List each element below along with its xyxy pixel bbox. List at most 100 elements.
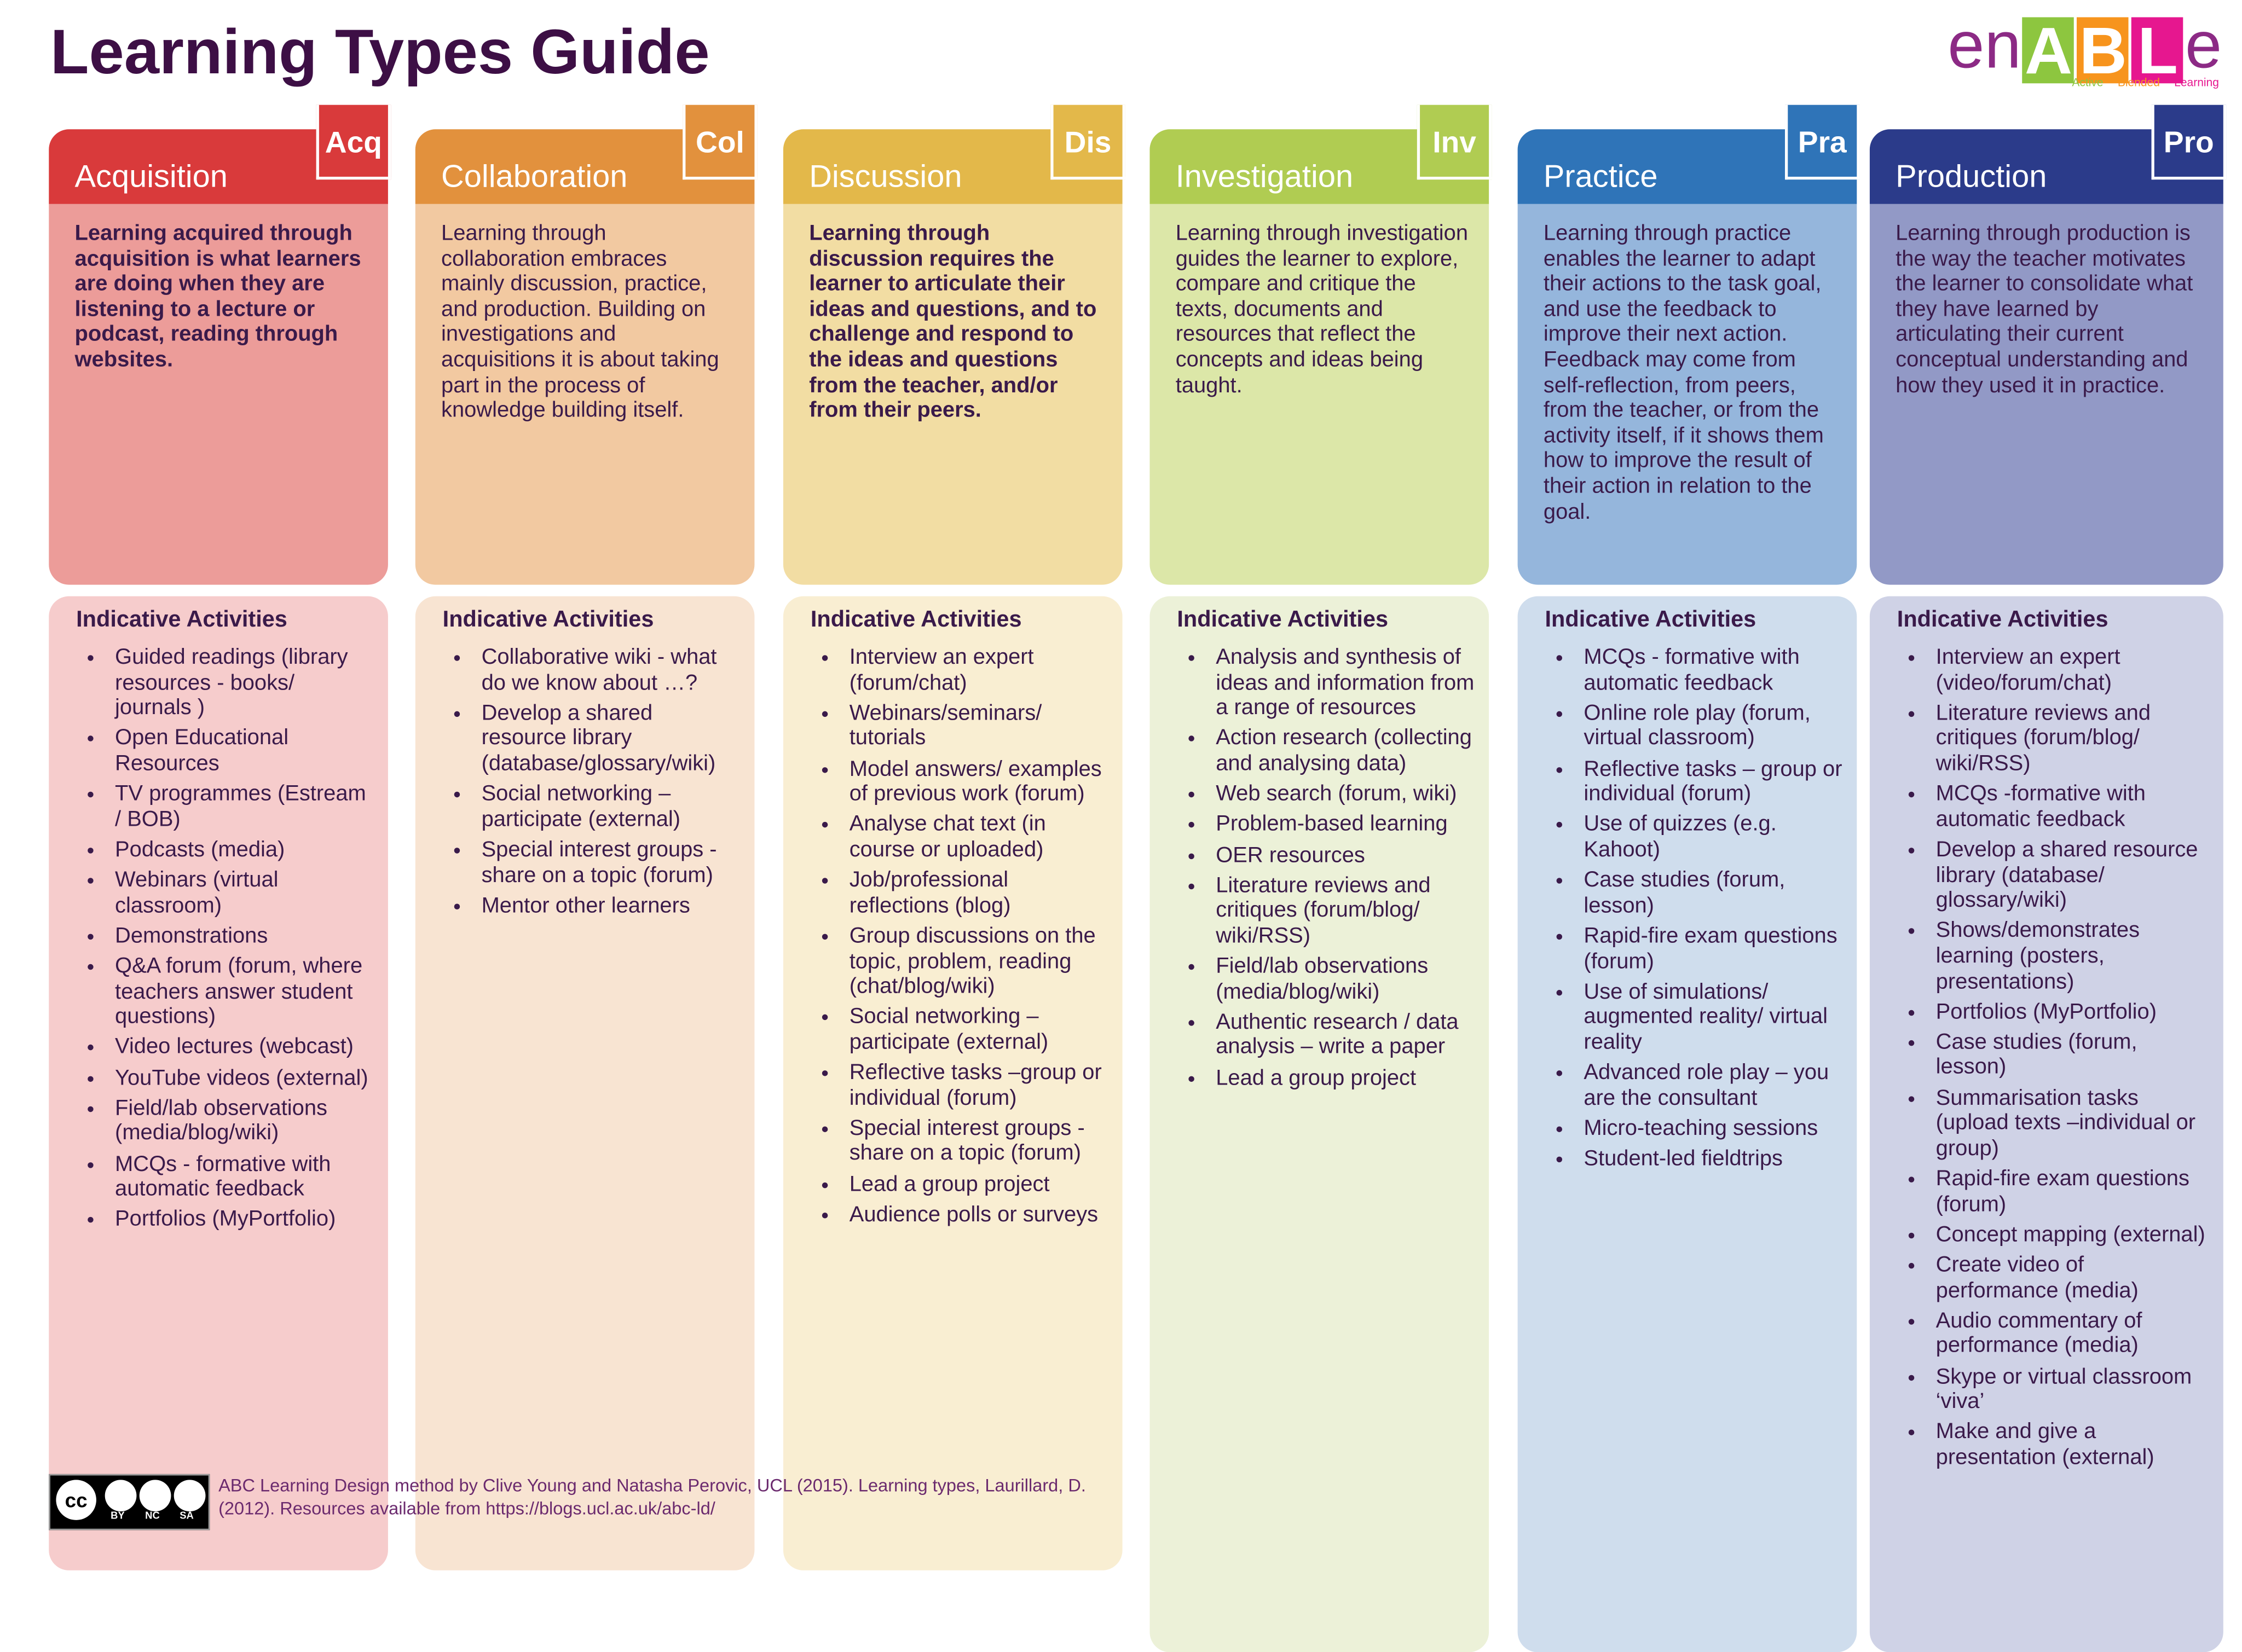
activity: YouTube videos (external) — [109, 1065, 377, 1091]
type-name: Discussion — [809, 158, 962, 194]
activity: Social networking – participate (externa… — [843, 1005, 1111, 1055]
activity: Use of quizzes (e.g. Kahoot) — [1578, 812, 1845, 862]
type-name: Collaboration — [441, 158, 628, 194]
activity: Special interest groups - share on a top… — [476, 838, 743, 888]
cc-term: BY — [111, 1511, 125, 1522]
activity: Web search (forum, wiki) — [1210, 782, 1477, 807]
activity: Social networking – participate (externa… — [476, 782, 743, 832]
activity: MCQs -formative with automatic feedback — [1930, 782, 2212, 832]
tagline-word: Blended — [2117, 76, 2160, 89]
activity: Analysis and synthesis of ideas and info… — [1210, 645, 1477, 721]
activity: Interview an expert (forum/chat) — [843, 645, 1111, 695]
activity: Rapid-fire exam questions (forum) — [1930, 1167, 2212, 1217]
activity: Job/professional reflections (blog) — [843, 868, 1111, 918]
activity: Lead a group project — [1210, 1065, 1477, 1091]
activity: Skype or virtual classroom ‘viva’ — [1930, 1364, 2212, 1415]
title: Learning Types Guide — [50, 17, 710, 88]
activity: Make and give a presentation (external) — [1930, 1420, 2212, 1470]
type-description: Learning through collaboration embraces … — [415, 204, 755, 585]
activity: Analyse chat text (in course or uploaded… — [843, 812, 1111, 862]
activity: OER resources — [1210, 843, 1477, 868]
activities: Indicative Activities Guided readings (li… — [49, 596, 388, 1570]
cc-icon — [174, 1480, 206, 1512]
activity: Portfolios (MyPortfolio) — [1930, 1000, 2212, 1025]
activity: Video lectures (webcast) — [109, 1035, 377, 1060]
activity: MCQs - formative with automatic feedback — [109, 1152, 377, 1202]
activity: Guided readings (library resources - boo… — [109, 645, 377, 721]
activity: Field/lab observations (media/blog/wiki) — [1210, 954, 1477, 1005]
activity: Audio commentary of performance (media) — [1930, 1308, 2212, 1359]
type-abbr: Inv — [1417, 105, 1492, 180]
type-name: Practice — [1543, 158, 1658, 194]
activity: Micro-teaching sessions — [1578, 1116, 1845, 1141]
activity: Webinars (virtual classroom) — [109, 868, 377, 918]
activity: Reflective tasks –group or individual (f… — [843, 1060, 1111, 1111]
activities-heading: Indicative Activities — [1177, 607, 1389, 633]
type-abbr: Pra — [1784, 105, 1860, 180]
activity: Online role play (forum, virtual classro… — [1578, 701, 1845, 751]
activity: Group discussions on the topic, problem,… — [843, 924, 1111, 1000]
activity: Interview an expert (video/forum/chat) — [1930, 645, 2212, 695]
type-name: Acquisition — [74, 158, 228, 194]
type-description: Learning through practice enables the le… — [1517, 204, 1857, 585]
logo-tagline: Active Blended Learning — [2072, 76, 2219, 89]
activity: Authentic research / data analysis – wri… — [1210, 1010, 1477, 1060]
activity: Reflective tasks – group or individual (… — [1578, 757, 1845, 807]
activities: Indicative Activities Collaborative wiki … — [415, 596, 755, 1570]
activity: Concept mapping (external) — [1930, 1222, 2212, 1248]
type-description: Learning acquired through acquisition is… — [49, 204, 388, 585]
activity: Portfolios (MyPortfolio) — [109, 1208, 377, 1233]
activity: Develop a shared resource library (datab… — [476, 701, 743, 777]
activity: Action research (collecting and analysin… — [1210, 726, 1477, 776]
activity-list: Interview an expert (video/forum/chat) Li… — [1897, 645, 2212, 1470]
license-badge: cc BY NC SA — [49, 1474, 210, 1531]
activities: Indicative Activities Interview an expert… — [1869, 596, 2223, 1652]
activity: Case studies (forum, lesson) — [1930, 1030, 2212, 1080]
activity: Literature reviews and critiques (forum/… — [1930, 701, 2212, 777]
activities-heading: Indicative Activities — [1897, 607, 2108, 633]
cc-term: SA — [180, 1511, 194, 1522]
activity: Q&A forum (forum, where teachers answer … — [109, 954, 377, 1030]
activity-list: Analysis and synthesis of ideas and info… — [1177, 645, 1477, 1091]
activity: Literature reviews and critiques (forum/… — [1210, 873, 1477, 949]
type-abbr: Dis — [1050, 105, 1125, 180]
cc-icon — [105, 1480, 137, 1512]
activity-list: Guided readings (library resources - boo… — [76, 645, 377, 1233]
tagline-word: Learning — [2174, 76, 2219, 89]
activity: Case studies (forum, lesson) — [1578, 868, 1845, 918]
type-description: Learning through production is the way t… — [1869, 204, 2223, 585]
logo-letter: A — [2023, 17, 2075, 84]
activity: Use of simulations/ augmented reality/ v… — [1578, 979, 1845, 1056]
activity-list: Interview an expert (forum/chat) Webinars… — [811, 645, 1111, 1227]
activity: TV programmes (Estream / BOB) — [109, 782, 377, 832]
activity-list: Collaborative wiki - what do we know abo… — [443, 645, 743, 919]
activity: Shows/demonstrates learning (posters, pr… — [1930, 919, 2212, 995]
activities-heading: Indicative Activities — [76, 607, 287, 633]
logo-suffix: e — [2185, 7, 2222, 82]
type-description: Learning through discussion requires the… — [783, 204, 1123, 585]
activities-heading: Indicative Activities — [810, 607, 1022, 633]
cc-term: NC — [145, 1511, 160, 1522]
type-name: Investigation — [1175, 158, 1354, 194]
activity: Summarisation tasks (upload texts –indiv… — [1930, 1086, 2212, 1162]
activities: Indicative Activities Interview an expert… — [783, 596, 1123, 1570]
activity: Student-led fieldtrips — [1578, 1146, 1845, 1172]
cc-symbol: cc — [56, 1480, 96, 1520]
activity: Mentor other learners — [476, 893, 743, 918]
activity: Podcasts (media) — [109, 838, 377, 863]
type-header: Collaboration — [415, 129, 755, 204]
activity: Special interest groups - share on a top… — [843, 1116, 1111, 1167]
activity: Field/lab observations (media/blog/wiki) — [109, 1096, 377, 1146]
activity: Webinars/seminars/ tutorials — [843, 701, 1111, 751]
activity: Develop a shared resource library (datab… — [1930, 838, 2212, 914]
type-header: Practice — [1517, 129, 1857, 204]
activity: Audience polls or surveys — [843, 1202, 1111, 1227]
type-abbr: Pro — [2151, 105, 2227, 180]
activity-list: MCQs - formative with automatic feedback… — [1545, 645, 1846, 1172]
logo-prefix: en — [1948, 7, 2021, 82]
type-header: Discussion — [783, 129, 1123, 204]
activities-heading: Indicative Activities — [442, 607, 654, 633]
